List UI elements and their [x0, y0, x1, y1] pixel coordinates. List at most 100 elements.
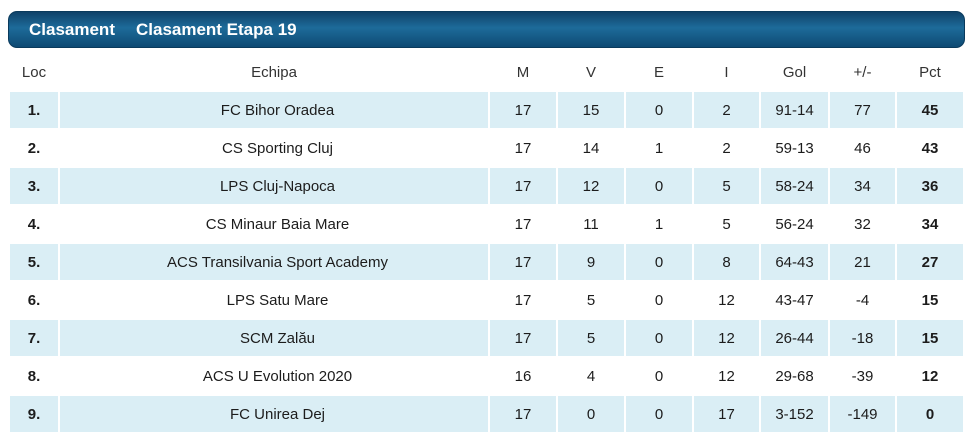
- standings-table: Loc Echipa M V E I Gol +/- Pct 1. FC Bihor Oradea…: [8, 52, 965, 434]
- standings-body: 1. FC Bihor Oradea 17 15 0 2 91-14 77 45 2. CS Spo…: [10, 92, 963, 432]
- table-row: 3. LPS Cluj-Napoca 17 12 0 5 58-24 34 36: [10, 168, 963, 204]
- tab-clasament[interactable]: Clasament: [29, 19, 115, 39]
- cell-i: 12: [694, 320, 759, 356]
- cell-v: 5: [586, 291, 596, 309]
- cell-loc: 4.: [27, 215, 41, 233]
- table-row: 8. ACS U Evolution 2020 16 4 0 12 29-68 -39 12: [10, 358, 963, 394]
- column-header-loc: Loc: [21, 63, 47, 81]
- column-header-v: V: [585, 63, 596, 81]
- cell-gol: 29-68: [775, 367, 814, 385]
- cell-pct: 45: [897, 92, 963, 128]
- cell-gol: 56-24: [775, 215, 814, 233]
- table-row: 2. CS Sporting Cluj 17 14 1 2 59-13 46 43: [10, 130, 963, 166]
- cell-m: 17: [490, 92, 556, 128]
- column-header-m: M: [516, 63, 530, 81]
- cell-diff: -149: [830, 396, 895, 432]
- cell-gol: 43-47: [775, 291, 814, 309]
- cell-gol: 3-152: [761, 396, 828, 432]
- title-bar-subtitle: Clasament Etapa 19: [135, 19, 297, 39]
- cell-v: 14: [582, 139, 600, 157]
- cell-i: 2: [722, 139, 731, 157]
- cell-loc: 6.: [27, 291, 41, 309]
- cell-loc: 9.: [10, 396, 58, 432]
- table-row: 1. FC Bihor Oradea 17 15 0 2 91-14 77 45: [10, 92, 963, 128]
- cell-m: 17: [490, 244, 556, 280]
- cell-e: 0: [626, 92, 692, 128]
- cell-i: 8: [694, 244, 759, 280]
- cell-v: 0: [558, 396, 624, 432]
- cell-echipa: LPS Satu Mare: [226, 291, 329, 309]
- cell-echipa: FC Unirea Dej: [60, 396, 488, 432]
- cell-v: 12: [558, 168, 624, 204]
- cell-loc: 7.: [10, 320, 58, 356]
- column-header-e: E: [653, 63, 664, 81]
- table-row: 4. CS Minaur Baia Mare 17 11 1 5 56-24 32 34: [10, 206, 963, 242]
- cell-e: 0: [626, 320, 692, 356]
- cell-m: 17: [514, 139, 532, 157]
- cell-gol: 59-13: [775, 139, 814, 157]
- cell-pct: 27: [897, 244, 963, 280]
- cell-loc: 5.: [10, 244, 58, 280]
- cell-e: 1: [654, 215, 664, 233]
- table-row: 7. SCM Zalău 17 5 0 12 26-44 -18 15: [10, 320, 963, 356]
- cell-i: 5: [722, 215, 731, 233]
- column-header-gol: Gol: [782, 63, 807, 81]
- cell-m: 16: [514, 367, 532, 385]
- cell-diff: 46: [854, 139, 871, 157]
- column-header-pct: Pct: [919, 63, 941, 81]
- cell-loc: 2.: [27, 139, 41, 157]
- cell-v: 5: [558, 320, 624, 356]
- cell-echipa: CS Sporting Cluj: [222, 139, 333, 157]
- cell-gol: 26-44: [761, 320, 828, 356]
- cell-v: 4: [586, 367, 596, 385]
- cell-e: 0: [654, 291, 664, 309]
- cell-pct: 43: [921, 139, 939, 157]
- cell-echipa: ACS U Evolution 2020: [202, 367, 353, 385]
- header-row: Loc Echipa M V E I Gol +/- Pct: [10, 54, 963, 90]
- cell-m: 17: [490, 396, 556, 432]
- cell-v: 11: [583, 215, 599, 233]
- table-row: 5. ACS Transilvania Sport Academy 17 9 0 8 64-…: [10, 244, 963, 280]
- cell-echipa: ACS Transilvania Sport Academy: [60, 244, 488, 280]
- cell-i: 12: [718, 291, 735, 309]
- cell-diff: 21: [830, 244, 895, 280]
- cell-pct: 0: [897, 396, 963, 432]
- cell-echipa: SCM Zalău: [60, 320, 488, 356]
- cell-pct: 36: [897, 168, 963, 204]
- cell-loc: 8.: [27, 367, 41, 385]
- table-row: 6. LPS Satu Mare 17 5 0 12 43-47 -4 15: [10, 282, 963, 318]
- column-header-diff: +/-: [853, 63, 872, 81]
- cell-gol: 91-14: [761, 92, 828, 128]
- cell-v: 9: [558, 244, 624, 280]
- cell-e: 0: [654, 367, 664, 385]
- cell-i: 2: [694, 92, 759, 128]
- table-row: 9. FC Unirea Dej 17 0 0 17 3-152 -149 0: [10, 396, 963, 432]
- cell-gol: 64-43: [761, 244, 828, 280]
- cell-diff: 32: [854, 215, 871, 233]
- cell-diff: 77: [830, 92, 895, 128]
- cell-diff: 34: [830, 168, 895, 204]
- cell-i: 12: [718, 367, 735, 385]
- cell-loc: 1.: [10, 92, 58, 128]
- cell-diff: -18: [830, 320, 895, 356]
- cell-diff: -39: [851, 367, 874, 385]
- column-header-echipa: Echipa: [251, 63, 297, 81]
- cell-m: 17: [514, 291, 532, 309]
- cell-echipa: LPS Cluj-Napoca: [60, 168, 488, 204]
- cell-pct: 15: [921, 291, 939, 309]
- cell-e: 0: [626, 244, 692, 280]
- cell-loc: 3.: [10, 168, 58, 204]
- column-header-i: I: [724, 63, 729, 81]
- cell-m: 17: [490, 168, 556, 204]
- cell-pct: 34: [921, 215, 939, 233]
- cell-echipa: CS Minaur Baia Mare: [205, 215, 350, 233]
- cell-m: 17: [514, 215, 532, 233]
- cell-diff: -4: [855, 291, 870, 309]
- cell-i: 5: [694, 168, 759, 204]
- cell-i: 17: [694, 396, 759, 432]
- cell-pct: 12: [921, 367, 939, 385]
- cell-e: 1: [654, 139, 664, 157]
- cell-m: 17: [490, 320, 556, 356]
- title-bar: Clasament Clasament Etapa 19: [8, 11, 965, 48]
